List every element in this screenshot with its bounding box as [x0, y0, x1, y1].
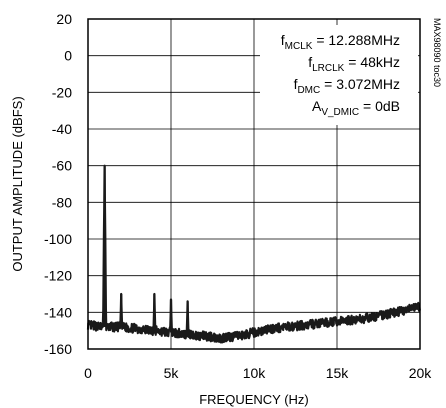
y-tick-label: -160: [44, 341, 72, 357]
series-line: [86, 164, 422, 344]
y-tick-label: 20: [56, 11, 72, 27]
y-tick-labels: 20 0 -20 -40 -60 -80 -100 -120 -140 -160: [44, 11, 72, 357]
x-tick-label: 20k: [409, 365, 433, 381]
part-id-label: MAX98090 toc30: [432, 18, 442, 87]
y-tick-label: -40: [52, 121, 72, 137]
x-tick-label: 5k: [164, 365, 180, 381]
y-tick-label: -60: [52, 158, 72, 174]
legend-entry: fMCLK = 12.288MHz: [281, 32, 400, 52]
plot-frame: [87, 18, 421, 350]
y-tick-label: -80: [52, 194, 72, 210]
y-tick-label: -20: [52, 84, 72, 100]
legend-entry: fLRCLK = 48kHz: [308, 54, 400, 74]
x-tick-label: 10k: [243, 365, 267, 381]
x-tick-labels: 0 5k 10k 15k 20k: [84, 365, 432, 381]
y-tick-label: -100: [44, 231, 72, 247]
legend-entry: fDMC = 3.072MHz: [294, 76, 400, 96]
x-tick-label: 15k: [326, 365, 350, 381]
x-tick-label: 0: [84, 365, 92, 381]
y-tick-label: -140: [44, 304, 72, 320]
x-axis-label: FREQUENCY (Hz): [199, 392, 309, 407]
legend-entry: AV_DMIC = 0dB: [312, 98, 400, 118]
y-tick-label: 0: [64, 48, 72, 64]
y-tick-label: -120: [44, 268, 72, 284]
fft-trace: [86, 164, 422, 344]
legend-background: [260, 25, 418, 125]
y-axis-label: OUTPUT AMPLITUDE (dBFS): [10, 96, 25, 271]
